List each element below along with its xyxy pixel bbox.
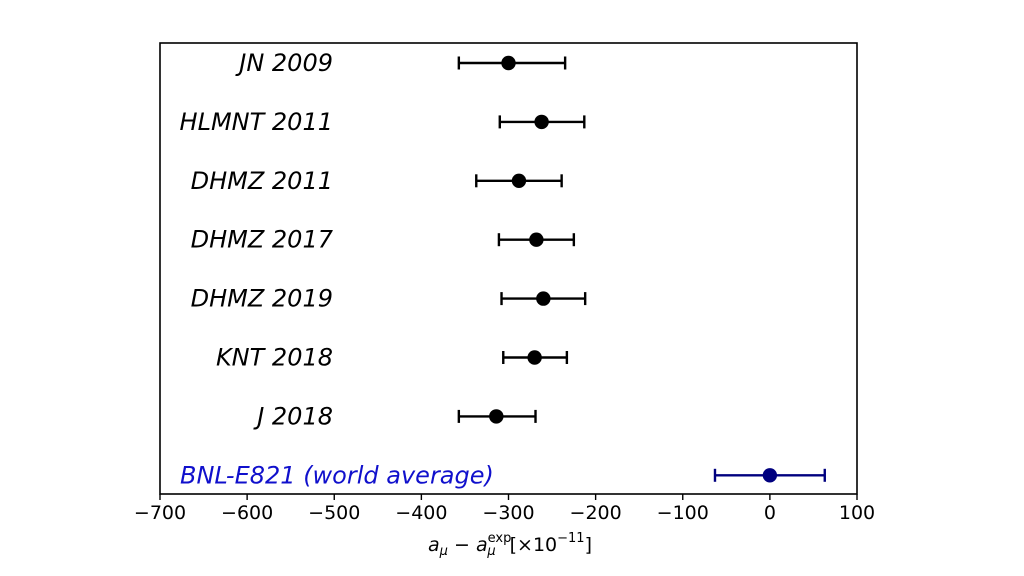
x-ticks-layer: −700 −600 −500 −400 −300 −200 −100 0 100 — [134, 494, 875, 524]
x-axis-label: aμ − aexp μ [×10−11] — [428, 531, 592, 559]
x-axis-label-exp-sup: exp — [488, 531, 512, 546]
data-point — [529, 232, 544, 247]
data-point — [511, 173, 527, 188]
data-point-group — [713, 468, 826, 483]
data-point — [534, 114, 549, 130]
data-point-group — [502, 350, 569, 365]
data-point — [501, 55, 516, 71]
x-axis-label-units: [×10 — [510, 534, 558, 556]
x-tick-label: 0 — [764, 502, 776, 524]
data-point-group — [497, 232, 576, 247]
data-point-group — [498, 114, 586, 130]
row-label: HLMNT 2011 — [180, 108, 333, 136]
x-axis-label-exp-base: a — [476, 534, 488, 556]
data-point-group — [457, 409, 537, 424]
x-tick-label: −300 — [482, 502, 534, 524]
x-axis-label-exp-sub: μ — [486, 544, 495, 559]
x-tick-label: −200 — [570, 502, 622, 524]
x-tick-label: −700 — [134, 502, 186, 524]
data-point — [762, 468, 778, 483]
x-axis-label-base-sub: μ — [439, 544, 448, 559]
data-point — [527, 350, 542, 365]
x-axis-label-base: a — [428, 534, 440, 556]
data-point — [489, 409, 504, 424]
x-axis-label-units-close: ] — [585, 534, 592, 556]
data-point — [536, 291, 551, 306]
x-tick-label: −100 — [657, 502, 709, 524]
marks-layer — [457, 55, 826, 483]
x-tick-label: −500 — [308, 502, 360, 524]
x-tick-label: −400 — [395, 502, 447, 524]
data-point-group — [457, 55, 567, 71]
row-label: DHMZ 2019 — [191, 285, 333, 313]
x-tick-label: 100 — [839, 502, 875, 524]
row-label: BNL-E821 (world average) — [180, 461, 494, 489]
row-label: J 2018 — [253, 402, 333, 430]
row-label: DHMZ 2011 — [191, 167, 333, 195]
row-label: JN 2009 — [235, 49, 333, 77]
row-label: KNT 2018 — [216, 344, 333, 372]
x-axis-label-units-sup: −11 — [557, 531, 584, 546]
row-label: DHMZ 2017 — [191, 226, 334, 254]
data-point-group — [475, 173, 563, 188]
x-axis-label-minus: − — [448, 534, 476, 556]
row-labels-layer: JN 2009 HLMNT 2011 DHMZ 2011 DHMZ 2017 DHMZ … — [180, 49, 494, 489]
x-tick-label: −600 — [221, 502, 273, 524]
data-point-group — [500, 291, 587, 306]
